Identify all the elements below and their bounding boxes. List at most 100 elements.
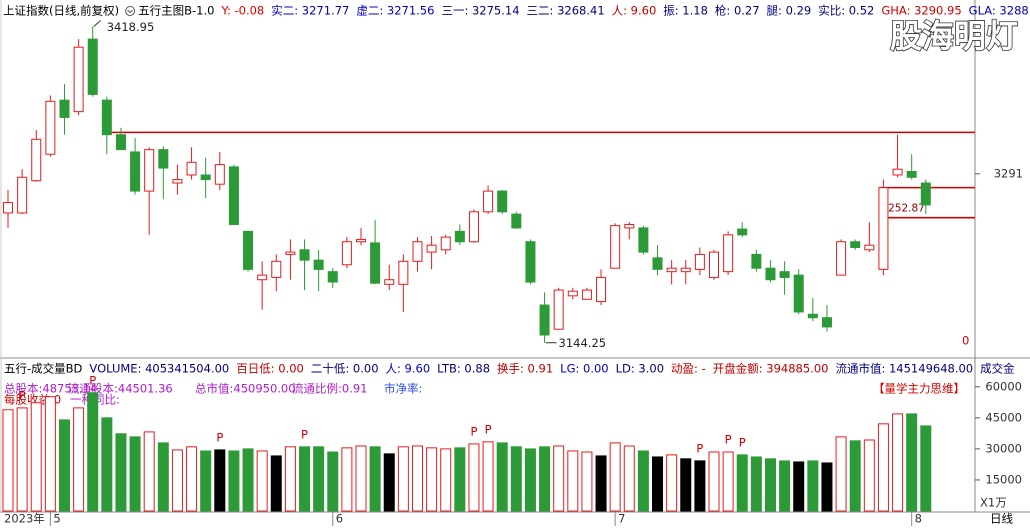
info-text: 总市值:450950.00 xyxy=(195,382,296,396)
readout: 流通市值: 145149648.00 xyxy=(835,362,973,376)
candle-body xyxy=(214,164,225,185)
candle-body xyxy=(779,271,790,278)
readout: 五行主图B-1.0 xyxy=(138,4,214,18)
candle-body xyxy=(384,279,395,285)
candle-body xyxy=(31,138,42,182)
info-text: 总股本:48753.14 xyxy=(4,382,97,396)
candle-body xyxy=(356,238,366,243)
volume-bar xyxy=(383,453,395,512)
candle-body xyxy=(271,260,282,278)
volume-bar xyxy=(397,446,409,512)
volume-bar xyxy=(73,407,85,512)
y-tick-label: 30000 xyxy=(985,441,1022,455)
volume-bar xyxy=(793,461,805,512)
candle-body xyxy=(101,99,112,136)
volume-bar xyxy=(256,450,268,512)
signal-marker: P xyxy=(485,422,492,436)
candle-body xyxy=(723,234,734,273)
volume-bar xyxy=(440,448,452,512)
volume-bar xyxy=(482,441,494,512)
volume-bar xyxy=(849,440,861,512)
y-tick-label: 45000 xyxy=(985,410,1022,424)
volume-bar xyxy=(764,458,776,512)
signal-marker: P xyxy=(19,388,26,402)
volume-bar xyxy=(496,442,508,512)
volume-bar xyxy=(524,448,536,512)
volume-bar xyxy=(157,442,169,512)
corner-text: 0 xyxy=(962,334,969,348)
candle-body xyxy=(652,257,663,270)
candle-body xyxy=(243,230,254,270)
volume-bar xyxy=(623,445,635,512)
signal-marker: P xyxy=(89,373,96,387)
volume-bar xyxy=(129,436,141,512)
readout: 换手: 0.91 xyxy=(497,362,553,376)
period-label: 日线 xyxy=(990,512,1013,526)
volume-bar xyxy=(242,448,254,512)
candle-body xyxy=(666,267,677,273)
candle-body xyxy=(596,276,607,303)
candle-body xyxy=(821,317,832,328)
volume-bar xyxy=(426,447,438,512)
readout: 振: 1.18 xyxy=(663,4,708,18)
candle-body xyxy=(426,244,437,253)
volume-bar xyxy=(877,423,889,512)
high-pointer xyxy=(93,20,102,27)
candle-body xyxy=(172,179,183,184)
volume-bar xyxy=(101,417,113,512)
readout: 三二: 3268.41 xyxy=(527,4,605,18)
volume-bar xyxy=(510,446,522,512)
candle-body xyxy=(737,228,748,236)
volume-bar xyxy=(44,396,56,512)
volume-bar xyxy=(609,442,621,512)
volume-bar xyxy=(708,451,720,512)
readout: Y: -0.08 xyxy=(220,4,264,18)
readout: LTB: 0.88 xyxy=(437,362,490,376)
y-tick-label: 3291 xyxy=(994,166,1023,180)
volume-bar xyxy=(595,455,607,512)
volume-bar xyxy=(411,445,423,512)
candle-body xyxy=(398,260,409,285)
readout: 人: 9.60 xyxy=(386,362,431,376)
volume-bar xyxy=(666,454,678,512)
candle-body xyxy=(680,267,691,273)
volume-bar xyxy=(694,460,706,512)
readout: 三一: 3275.14 xyxy=(441,4,519,18)
x-tick-label: 5 xyxy=(53,512,60,526)
indicator-icon xyxy=(125,6,136,16)
candle-body xyxy=(341,241,352,266)
volume-bar xyxy=(722,451,734,512)
info-text: 流通比例:0.91 xyxy=(292,382,367,396)
volume-bar xyxy=(920,425,932,512)
volume-bar xyxy=(892,413,904,512)
candle-body xyxy=(807,313,818,319)
volume-bar xyxy=(313,446,325,512)
candle-body xyxy=(765,267,776,281)
candle-body xyxy=(497,190,508,213)
volume-bar xyxy=(270,455,282,512)
candle-body xyxy=(59,99,70,118)
candle-body xyxy=(412,241,423,262)
volume-bar xyxy=(539,446,551,512)
readout: 五行-成交量BD xyxy=(4,362,83,376)
volume-bar xyxy=(553,445,565,512)
candle-body xyxy=(327,271,338,283)
volume-bar xyxy=(779,460,791,512)
volume-bar xyxy=(30,402,42,512)
candle-body xyxy=(525,241,536,283)
volume-bar xyxy=(369,446,381,512)
candle-body xyxy=(130,151,141,192)
volume-bar xyxy=(299,446,311,512)
volume-bar xyxy=(200,450,212,512)
readout: 虚二: 3271.56 xyxy=(356,4,434,18)
candle-body xyxy=(144,149,155,192)
candle-body xyxy=(878,187,889,270)
volume-bar xyxy=(16,407,28,512)
readout: 百日低: 0.00 xyxy=(236,362,304,376)
readout: LD: 3.00 xyxy=(616,362,664,376)
readout: VOLUME: 405341504.00 xyxy=(89,362,229,376)
candle-body xyxy=(638,227,649,253)
candle-body xyxy=(468,211,479,243)
